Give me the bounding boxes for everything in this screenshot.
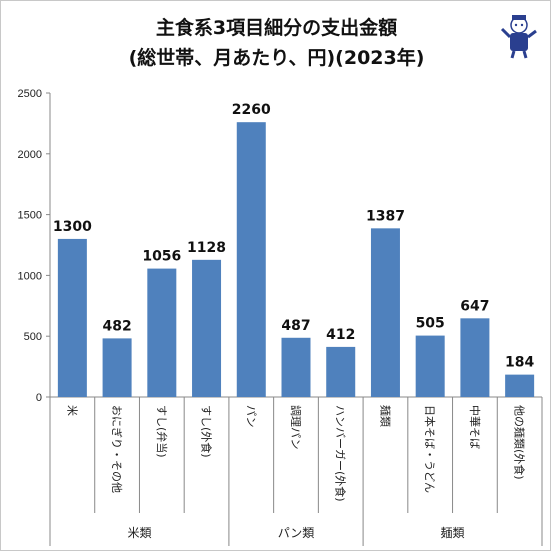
bar: [326, 346, 356, 397]
chart-title-line-1: 主食系3項目細分の支出金額: [155, 17, 398, 39]
data-label: 1387: [366, 208, 405, 224]
data-label: 412: [326, 327, 355, 343]
data-label: 482: [102, 318, 131, 334]
data-labels: 1300 482 1056 1128 2260 487 412 1387 505 647 184: [53, 102, 535, 370]
group-label: 米類: [127, 526, 151, 540]
data-label: 647: [460, 298, 489, 314]
group-labels: 米類 パン類 麺類: [127, 526, 464, 540]
y-tick-label: 1500: [18, 210, 42, 222]
bar: [192, 259, 222, 397]
chart-axes: [49, 93, 543, 546]
category-label: ハンバーガー(外食): [334, 405, 348, 502]
bar: [102, 338, 132, 397]
category-labels: 米 おにぎり・その他 すし(弁当) すし(外食) パン 調理パン ハンバーガー(外食) 麺類 日…: [65, 405, 526, 502]
data-label: 2260: [232, 102, 271, 118]
category-label: パン: [244, 405, 257, 428]
bar: [236, 122, 266, 398]
y-tick-label: 2500: [18, 88, 42, 100]
chart-title-line-2: (総世帯、月あたり、円)(2023年): [128, 47, 425, 69]
bar: [57, 238, 87, 397]
y-axis-ticks: 0 500 1000 1500 2000 2500: [18, 88, 50, 404]
bar: [147, 268, 177, 397]
category-label: すし(弁当): [155, 405, 169, 458]
y-tick-label: 2000: [18, 149, 42, 161]
category-label: 他の麺類(外食): [513, 405, 527, 480]
group-label: 麺類: [441, 526, 465, 540]
bar: [415, 335, 445, 397]
category-label: 中華そば: [468, 405, 481, 449]
data-label: 1300: [53, 219, 92, 235]
data-label: 487: [281, 318, 310, 334]
data-label: 505: [416, 316, 445, 332]
y-tick-label: 1000: [18, 270, 42, 282]
category-label: 麺類: [378, 405, 391, 427]
bar: [505, 374, 535, 397]
data-label: 184: [505, 355, 534, 371]
category-label: 調理パン: [289, 405, 303, 450]
bar-series: [57, 122, 535, 398]
bar: [370, 228, 400, 397]
bar: [460, 318, 490, 397]
data-label: 1056: [142, 249, 181, 265]
mascot-logo-icon: [500, 15, 537, 59]
category-label: おにぎり・その他: [110, 405, 124, 493]
category-label: 米: [65, 405, 78, 416]
y-tick-label: 0: [36, 392, 42, 404]
y-tick-label: 500: [24, 331, 42, 343]
bar: [281, 337, 311, 397]
group-label: パン類: [278, 526, 315, 540]
data-label: 1128: [187, 240, 226, 256]
category-label: すし(外食): [200, 405, 214, 458]
category-label: 日本そば・うどん: [423, 405, 437, 493]
